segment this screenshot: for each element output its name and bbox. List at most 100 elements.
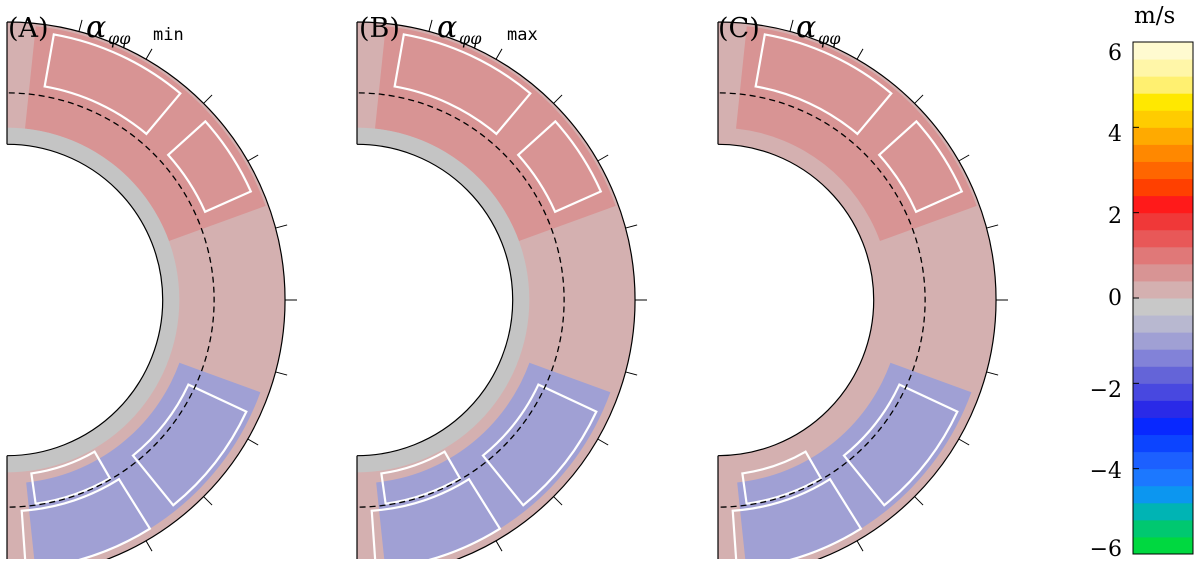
colorbar-swatch — [1133, 519, 1193, 538]
latitude-tick — [495, 540, 503, 552]
latitude-tick — [553, 496, 563, 506]
colorbar-swatch — [1133, 536, 1193, 555]
colorbar-swatch — [1133, 349, 1193, 367]
panel-c-title-symbol: α — [796, 10, 817, 45]
latitude-tick — [625, 224, 638, 229]
significance-contour — [370, 477, 502, 563]
panel-a-title-suffix: min — [153, 25, 184, 45]
colorbar-swatch — [1133, 280, 1193, 299]
colorbar-swatch — [1133, 502, 1193, 521]
panel-c-title-subscript: φφ — [818, 29, 841, 48]
latitude-tick — [856, 48, 864, 60]
colorbar-swatch — [1133, 366, 1193, 384]
latitude-tick — [625, 371, 638, 376]
colorbar-swatch — [1133, 76, 1193, 94]
latitude-tick — [958, 154, 970, 162]
panel-a-field — [7, 22, 285, 563]
latitude-tick — [275, 371, 288, 376]
significance-contour — [393, 33, 532, 136]
significance-contour — [481, 383, 598, 507]
significance-contour — [516, 119, 603, 214]
latitude-tick — [597, 154, 609, 162]
colorbar-swatch — [1133, 246, 1193, 265]
panel-b-field — [357, 22, 635, 563]
colorbar-swatch — [1133, 383, 1193, 401]
tachocline-line — [719, 92, 926, 508]
outer-boundary — [7, 21, 286, 563]
tachocline-line — [358, 92, 565, 508]
latitude-tick — [145, 48, 153, 60]
significance-contour — [166, 119, 253, 214]
halo-south — [26, 362, 261, 563]
halo-south — [737, 362, 972, 563]
latitude-tick — [597, 438, 609, 446]
colorbar-swatch — [1133, 229, 1193, 248]
colorbar-swatch — [1133, 127, 1193, 145]
significance-contour — [380, 450, 462, 505]
latitude-tick — [275, 224, 288, 229]
panel-a-label: (A) — [8, 13, 49, 44]
significance-contour — [877, 119, 964, 214]
colorbar-swatch — [1133, 315, 1193, 333]
colorbar-swatch — [1133, 468, 1193, 487]
latitude-tick — [914, 94, 924, 104]
colorbar-swatch — [1133, 298, 1193, 316]
colorbar — [1132, 41, 1194, 555]
colorbar-swatch — [1133, 263, 1193, 282]
outer-boundary — [357, 21, 636, 563]
colorbar-swatch — [1133, 451, 1193, 470]
colorbar-swatch — [1133, 144, 1193, 162]
latitude-tick — [247, 438, 259, 446]
inner-core — [718, 144, 874, 456]
latitude-tick — [145, 540, 153, 552]
latitude-tick — [958, 438, 970, 446]
panel-b-title-suffix: max — [507, 25, 538, 45]
latitude-tick — [914, 496, 924, 506]
inner-core — [7, 144, 163, 456]
significance-contour — [741, 450, 823, 505]
colorbar-tick-label: 0 — [1108, 286, 1122, 311]
panel-c-label: (C) — [718, 13, 760, 44]
significance-contour — [30, 450, 112, 505]
latitude-tick — [203, 496, 213, 506]
colorbar-swatch — [1133, 42, 1193, 60]
colorbar-tick-label: 2 — [1108, 204, 1122, 229]
tachocline-line — [8, 92, 215, 508]
panel-b-title-subscript: φφ — [459, 29, 482, 48]
colorbar-swatch — [1133, 434, 1193, 453]
latitude-tick — [428, 19, 433, 32]
latitude-tick — [203, 94, 213, 104]
colorbar-swatch — [1133, 195, 1193, 214]
inner-boundary — [357, 143, 514, 457]
inner-boundary — [718, 143, 875, 457]
colorbar-swatch — [1133, 59, 1193, 77]
latitude-tick — [495, 48, 503, 60]
colorbar-swatch — [1133, 332, 1193, 350]
panel-b-label: (B) — [359, 13, 400, 44]
colorbar-tick-label: −2 — [1089, 378, 1122, 403]
colorbar-swatch — [1133, 400, 1193, 418]
latitude-tick — [78, 19, 83, 32]
panel-b-title-symbol: α — [437, 10, 458, 45]
latitude-tick — [789, 19, 794, 32]
latitude-tick — [856, 540, 864, 552]
latitude-tick — [986, 371, 999, 376]
colorbar-swatch — [1133, 93, 1193, 111]
significance-contour — [754, 33, 893, 136]
colorbar-tick-label: −4 — [1089, 459, 1122, 484]
significance-contour — [842, 383, 959, 507]
colorbar-tick-label: −6 — [1089, 537, 1122, 562]
inner-boundary — [7, 143, 164, 457]
colorbar-tick-label: 4 — [1108, 122, 1122, 147]
panel-c-plot — [717, 19, 1008, 563]
colorbar-swatch — [1133, 485, 1193, 504]
halo-south — [376, 362, 611, 563]
colorbar-swatch — [1133, 417, 1193, 436]
latitude-tick — [986, 224, 999, 229]
colorbar-swatch — [1133, 212, 1193, 231]
latitude-tick — [553, 94, 563, 104]
significance-contour — [43, 33, 182, 136]
latitude-tick — [247, 154, 259, 162]
